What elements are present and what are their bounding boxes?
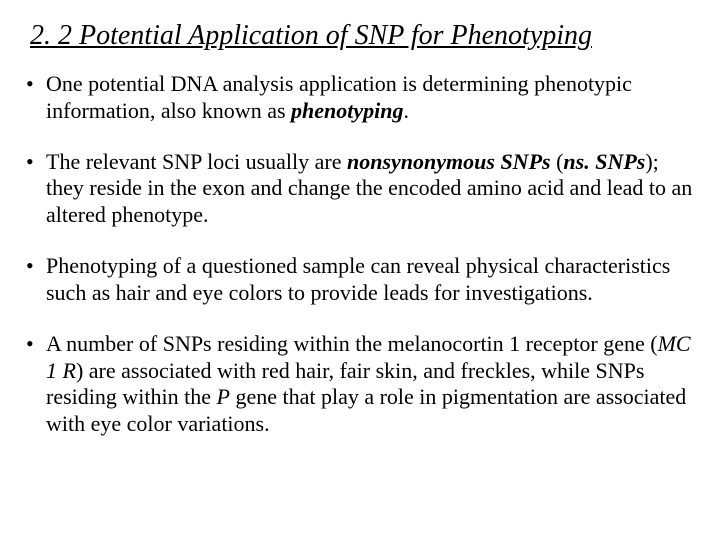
list-item: A number of SNPs residing within the mel… xyxy=(24,331,696,438)
slide: 2. 2 Potential Application of SNP for Ph… xyxy=(0,0,720,540)
bullet-text: ( xyxy=(551,149,564,174)
list-item: One potential DNA analysis application i… xyxy=(24,71,696,125)
list-item: Phenotyping of a questioned sample can r… xyxy=(24,253,696,307)
bullet-list: One potential DNA analysis application i… xyxy=(24,71,696,438)
bullet-text: A number of SNPs residing within the mel… xyxy=(46,331,658,356)
bullet-text: The relevant SNP loci usually are xyxy=(46,149,347,174)
bullet-text: . xyxy=(404,98,410,123)
bullet-text: Phenotyping of a questioned sample can r… xyxy=(46,253,670,305)
bullet-emph: ns. SNPs xyxy=(563,149,645,174)
bullet-emph: phenotyping xyxy=(291,98,403,123)
slide-title: 2. 2 Potential Application of SNP for Ph… xyxy=(30,18,696,53)
bullet-emph: P xyxy=(216,384,229,409)
bullet-emph: nonsynonymous SNPs xyxy=(347,149,551,174)
list-item: The relevant SNP loci usually are nonsyn… xyxy=(24,149,696,229)
